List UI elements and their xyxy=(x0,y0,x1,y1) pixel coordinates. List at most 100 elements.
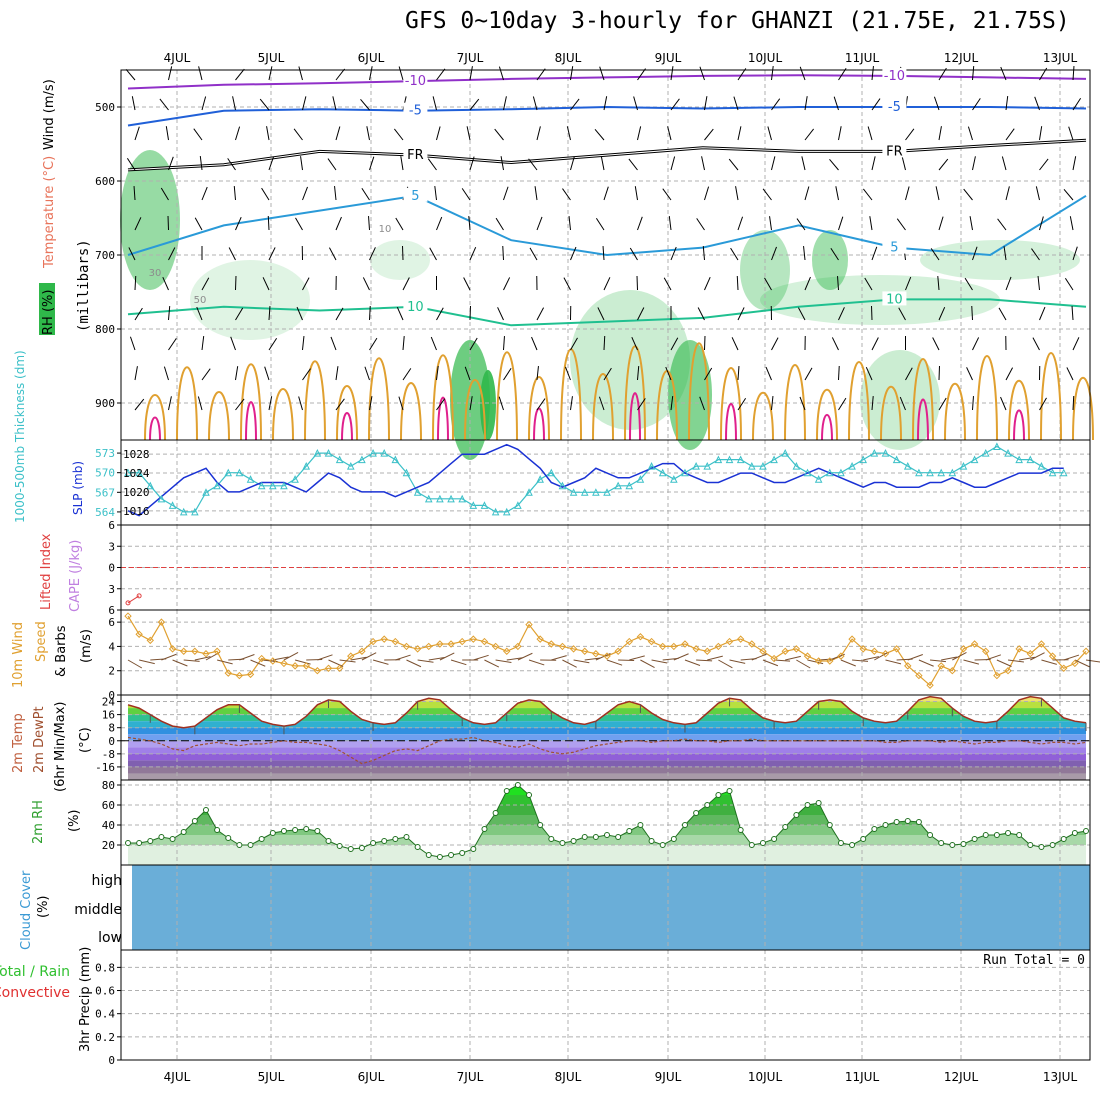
wind-barb xyxy=(563,277,571,291)
wind-barb xyxy=(901,156,906,171)
wind-barb xyxy=(762,188,772,201)
wind-speed-point xyxy=(291,662,299,670)
hot-contour xyxy=(917,398,929,441)
wind-speed-point xyxy=(859,645,867,653)
date-label-bottom: 5JUL xyxy=(258,1070,285,1084)
wind-barb xyxy=(536,307,545,321)
cloud-level-label: low xyxy=(98,930,122,946)
wind-speed-point xyxy=(625,637,633,646)
wind-speed-point xyxy=(837,652,845,660)
contour-label-bg xyxy=(882,99,907,113)
rh-point xyxy=(514,782,521,788)
rh-point xyxy=(1005,830,1012,836)
date-label-top: 6JUL xyxy=(358,51,385,65)
wind-barb xyxy=(398,66,404,81)
wind-barb-10m xyxy=(707,655,723,661)
wind-barb xyxy=(594,128,605,141)
wind-barb xyxy=(529,247,538,261)
wind-barb xyxy=(1039,126,1043,141)
wind10m-axis-label: 10m Wind xyxy=(11,622,26,688)
wind-speed-point xyxy=(982,647,990,655)
wind-barb xyxy=(503,96,507,111)
wind-speed-point xyxy=(937,662,945,670)
rh-point xyxy=(503,788,510,794)
wind-barb xyxy=(1068,126,1074,141)
rh-point xyxy=(548,836,555,842)
wind-barb xyxy=(165,126,169,141)
rh-shading xyxy=(190,260,310,340)
precip-total-label: Total / Rain xyxy=(0,964,70,980)
slp-axis-label: SLP (mb) xyxy=(71,461,85,515)
rh-legend-swatch xyxy=(39,283,55,335)
page-title: GFS 0~10day 3-hourly for GHANZI (21.75E,… xyxy=(405,8,1070,34)
thickness-point xyxy=(681,468,689,477)
wind-barb xyxy=(1072,97,1082,111)
thickness-point xyxy=(269,481,277,490)
date-label-bottom: 6JUL xyxy=(358,1070,385,1084)
temperature-contour-label: FR xyxy=(407,148,424,163)
wind-barb xyxy=(436,216,443,231)
hot-contour xyxy=(725,403,737,441)
wind-barb-10m xyxy=(283,652,299,661)
wind-speed-point xyxy=(714,642,723,651)
warm-contour xyxy=(336,385,358,441)
wind-barb xyxy=(637,216,643,231)
wind-barb xyxy=(835,186,839,201)
thickness-point xyxy=(246,475,255,483)
wind-barb xyxy=(799,66,806,81)
wind-barb-10m xyxy=(562,659,577,668)
rh-point xyxy=(570,838,577,844)
wind-barb xyxy=(704,128,714,141)
wind-barb-10m xyxy=(829,653,845,661)
wind-barb xyxy=(972,66,975,81)
date-label-top: 7JUL xyxy=(457,51,484,65)
rh-point xyxy=(403,834,410,840)
wind-barb xyxy=(235,68,245,81)
wind-barb xyxy=(1035,186,1040,201)
wind-barb xyxy=(935,186,940,201)
warm-contour xyxy=(400,382,422,441)
wind-barb xyxy=(737,397,747,411)
date-label-top: 9JUL xyxy=(655,51,682,65)
li-tick-label: 3 xyxy=(108,540,115,553)
wind-barb xyxy=(402,277,410,291)
wind-barb xyxy=(366,126,370,141)
wind-barb-10m xyxy=(417,659,434,663)
precip-tick-label: 0.8 xyxy=(95,961,115,974)
temperature-contour-label: -5 xyxy=(409,104,422,119)
wind-barb xyxy=(498,396,504,411)
wind-barb xyxy=(670,246,677,261)
warm-contour xyxy=(496,351,518,441)
rh-axis-label: RH (%) xyxy=(41,290,56,335)
thickness-point xyxy=(291,475,299,483)
wind-barb xyxy=(402,368,412,381)
thickness-point xyxy=(1037,462,1046,470)
contour-label-bg xyxy=(882,291,907,306)
rh-point xyxy=(236,842,243,848)
fill-layer xyxy=(39,150,1090,950)
wind-barb xyxy=(797,307,806,321)
wind-barb xyxy=(266,126,270,141)
wind-speed-point xyxy=(725,637,734,646)
date-label-top: 12JUL xyxy=(944,51,979,65)
rh2m-units-axis-label: (%) xyxy=(67,810,82,833)
temp-tick-label: 16 xyxy=(102,709,115,722)
thickness-point xyxy=(402,468,411,477)
precip-tick-label: 0.2 xyxy=(95,1031,115,1044)
wind-barb xyxy=(668,216,672,231)
wind-barb-10m xyxy=(183,659,200,662)
thickness-point xyxy=(480,501,489,509)
wind-barb-10m xyxy=(1074,659,1090,668)
wind-barb-10m xyxy=(1063,654,1080,661)
thickness-point xyxy=(491,507,500,516)
wind-barb-10m xyxy=(372,659,389,665)
wind-barb xyxy=(432,96,437,111)
rh-point xyxy=(448,852,455,858)
temperature-contour xyxy=(127,194,1087,257)
wind-barb xyxy=(427,158,437,171)
rh-point xyxy=(893,819,900,825)
thickness-point xyxy=(647,462,656,470)
thickness-line xyxy=(128,445,1064,513)
rh-tick-label: 60 xyxy=(102,799,115,812)
wind-barb xyxy=(335,216,342,231)
